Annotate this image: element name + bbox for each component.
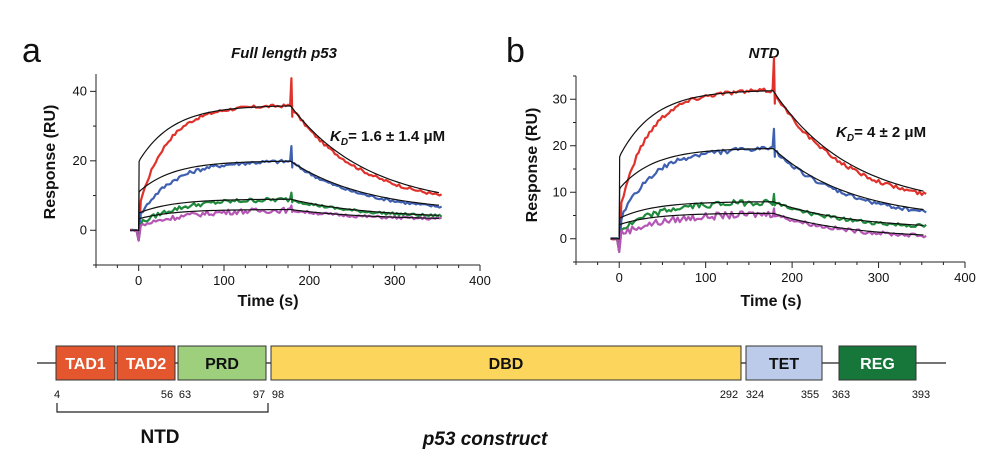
position-label: 56	[161, 389, 173, 401]
fit-line	[610, 90, 924, 240]
construct-diagram: TAD1 TAD2 PRD DBD TET REG 4 56 63 97 98 292 324 355 3…	[37, 345, 946, 450]
data-trace	[610, 127, 927, 253]
fit-line	[130, 160, 440, 231]
panel-a: a Full length p53 0 100 200 300 400 0 20 40 Tim…	[22, 32, 491, 310]
data-trace	[610, 192, 927, 253]
y-tick-label: 10	[553, 184, 567, 199]
x-tick-label: 300	[384, 273, 406, 288]
kd-value: = 4 ± 2 μM	[854, 124, 926, 141]
data-trace	[130, 77, 443, 242]
domain-label-prd: PRD	[205, 356, 239, 373]
y-tick-label: 20	[553, 138, 567, 153]
position-label: 98	[272, 389, 284, 401]
panel-b: b NTD 0 100 200 300 400 0 10 20 30 Time (s) Resp…	[506, 32, 976, 310]
fit-line	[610, 201, 924, 240]
x-tick-label: 400	[469, 273, 491, 288]
domain-box-tad1	[55, 345, 116, 381]
position-label: 63	[179, 389, 191, 401]
domain-box-tet	[745, 345, 823, 381]
fit-line	[130, 198, 440, 231]
panel-b-ylabel: Response (RU)	[524, 108, 541, 223]
panel-b-axes: 0 100 200 300 400 0 10 20 30	[553, 75, 976, 285]
panel-b-kd-annotation: KD= 4 ± 2 μM	[836, 124, 926, 144]
panel-b-xlabel: Time (s)	[740, 293, 801, 310]
position-label: 292	[720, 389, 738, 401]
panel-a-kd-annotation: KD= 1.6 ± 1.4 μM	[330, 128, 445, 148]
kd-sub: D	[847, 133, 854, 144]
kd-value: = 1.6 ± 1.4 μM	[348, 128, 445, 145]
position-label: 355	[801, 389, 819, 401]
domain-box-reg	[838, 345, 917, 381]
y-tick-label: 20	[73, 153, 87, 168]
y-tick-label: 0	[80, 222, 87, 237]
panel-b-title: NTD	[749, 45, 780, 62]
data-trace	[610, 56, 927, 253]
x-tick-label: 300	[868, 270, 890, 285]
domain-box-dbd	[270, 345, 742, 381]
domain-label-tad2: TAD2	[126, 356, 167, 373]
x-tick-label: 100	[695, 270, 717, 285]
panel-a-ylabel: Response (RU)	[42, 105, 59, 220]
y-tick-label: 0	[560, 231, 567, 246]
x-tick-label: 0	[616, 270, 623, 285]
construct-title: p53 construct	[422, 429, 548, 450]
x-tick-label: 0	[135, 273, 142, 288]
x-tick-label: 200	[298, 273, 320, 288]
y-tick-label: 30	[553, 91, 567, 106]
fit-line	[610, 147, 924, 240]
domain-label-tet: TET	[769, 356, 799, 373]
kd-sub: D	[341, 137, 348, 148]
position-label: 324	[746, 389, 764, 401]
panel-a-letter: a	[22, 32, 41, 70]
panel-a-axes: 0 100 200 300 400 0 20 40	[73, 74, 491, 288]
fit-line	[130, 105, 440, 231]
data-trace	[129, 144, 443, 242]
domain-box-prd	[177, 345, 267, 381]
fit-line	[130, 208, 440, 231]
fit-line	[610, 212, 924, 240]
x-tick-label: 400	[954, 270, 976, 285]
position-labels: 4 56 63 97 98 292 324 355 363 393	[54, 389, 930, 401]
x-tick-label: 100	[213, 273, 235, 288]
position-label: 4	[54, 389, 60, 401]
position-label: 393	[912, 389, 930, 401]
ntd-bracket	[56, 403, 269, 413]
panel-b-letter: b	[506, 32, 525, 70]
data-trace	[610, 207, 927, 254]
panel-a-curves	[129, 77, 443, 242]
domain-label-reg: REG	[860, 356, 895, 373]
domain-label-dbd: DBD	[489, 356, 524, 373]
panel-a-title: Full length p53	[231, 45, 337, 62]
panel-b-curves	[610, 56, 927, 254]
kd-k: K	[330, 128, 342, 145]
domain-boxes: TAD1 TAD2 PRD DBD TET REG	[55, 345, 917, 381]
position-label: 97	[253, 389, 265, 401]
y-tick-label: 40	[73, 83, 87, 98]
domain-box-tad2	[116, 345, 176, 381]
domain-label-tad1: TAD1	[65, 356, 106, 373]
panel-a-xlabel: Time (s)	[237, 293, 298, 310]
kd-k: K	[836, 124, 848, 141]
x-tick-label: 200	[781, 270, 803, 285]
position-label: 363	[832, 389, 850, 401]
ntd-range-label: NTD	[140, 427, 179, 448]
